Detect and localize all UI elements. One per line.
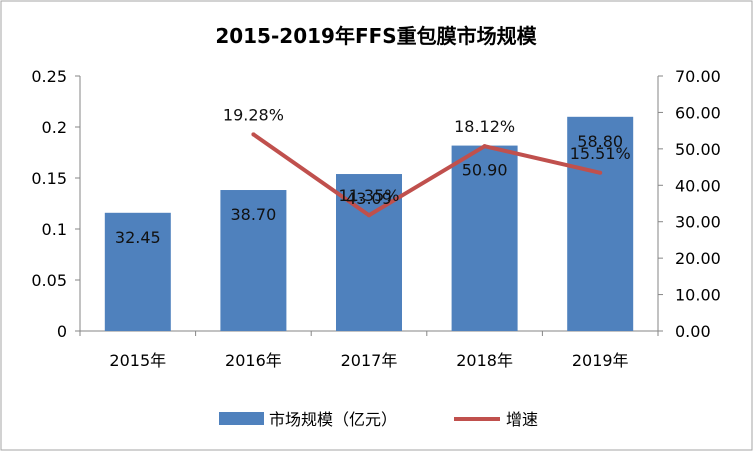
right-tick-label: 0.00 [675, 322, 711, 341]
bar-data-label: 50.90 [462, 161, 508, 180]
bar [567, 116, 634, 331]
left-tick-label: 0 [57, 322, 67, 341]
right-tick-label: 70.00 [675, 67, 721, 86]
left-tick-label: 0.1 [42, 220, 67, 239]
line-point [367, 213, 371, 218]
bar [104, 212, 171, 331]
left-tick-label: 0.05 [31, 271, 67, 290]
bar-data-label: 38.70 [230, 205, 276, 224]
x-tick-label: 2015年 [109, 351, 166, 370]
right-tick-label: 20.00 [675, 249, 721, 268]
x-tick-label: 2019年 [572, 351, 629, 370]
chart-title: 2015-2019年FFS重包膜市场规模 [215, 24, 537, 48]
line-point [482, 144, 487, 149]
line-data-label: 15.51% [570, 144, 631, 163]
bar [451, 145, 518, 331]
line-data-label: 19.28% [223, 105, 284, 124]
legend: 市场规模（亿元） 增速 [219, 410, 538, 429]
line-series [252, 132, 601, 218]
line-data-label: 11.35% [338, 186, 399, 205]
x-tick-label: 2017年 [341, 351, 398, 370]
right-tick-label: 40.00 [675, 176, 721, 195]
x-tick-label: 2016年 [225, 351, 282, 370]
bar [220, 190, 287, 331]
x-tick-label: 2018年 [456, 351, 513, 370]
bar-data-label: 43.09 [346, 189, 392, 208]
legend-swatch-bar [219, 412, 264, 425]
line-point [251, 132, 256, 137]
right-tick-label: 10.00 [675, 286, 721, 305]
plot-area: 0 0.05 0.1 0.15 0.2 0.25 0.00 10.00 20.00 30.00 40… [31, 67, 720, 370]
right-tick-label: 30.00 [675, 213, 721, 232]
bar-data-label: 32.45 [115, 228, 161, 247]
right-tick-label: 60.00 [675, 103, 721, 122]
legend-label-line: 增速 [506, 410, 538, 429]
legend-label-bar: 市场规模（亿元） [269, 410, 397, 429]
line-point [598, 170, 603, 175]
left-tick-label: 0.2 [42, 118, 67, 137]
line-data-label: 18.12% [454, 117, 515, 136]
left-tick-label: 0.25 [31, 67, 67, 86]
bar-data-label: 58.80 [577, 132, 623, 151]
right-tick-label: 50.00 [675, 140, 721, 159]
left-tick-label: 0.15 [31, 169, 67, 188]
